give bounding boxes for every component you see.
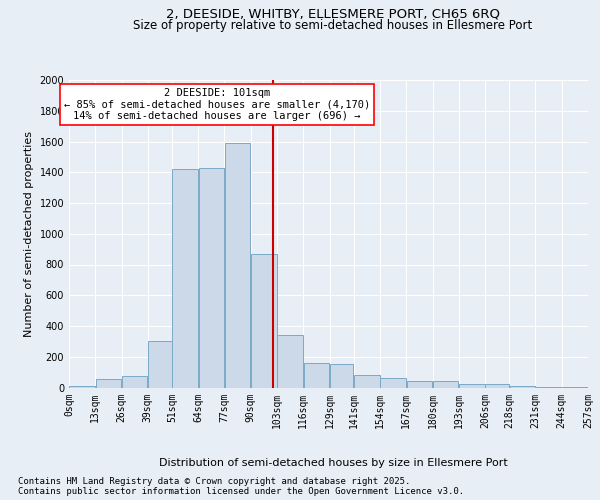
Text: Size of property relative to semi-detached houses in Ellesmere Port: Size of property relative to semi-detach… (133, 19, 533, 32)
Bar (485, 384, 509, 388)
Bar (509, 386, 535, 388)
Bar (199, 168, 224, 388)
Text: 2, DEESIDE, WHITBY, ELLESMERE PORT, CH65 6RQ: 2, DEESIDE, WHITBY, ELLESMERE PORT, CH65… (166, 8, 500, 20)
Bar (433, 382, 458, 388)
Bar (148, 340, 172, 388)
Bar (354, 375, 380, 388)
Y-axis label: Number of semi-detached properties: Number of semi-detached properties (24, 130, 34, 337)
Bar (95, 379, 121, 388)
Bar (225, 143, 250, 388)
Bar (459, 384, 485, 388)
Text: Contains public sector information licensed under the Open Government Licence v3: Contains public sector information licen… (18, 487, 464, 496)
Bar (380, 378, 406, 388)
Bar (70, 386, 95, 388)
Bar (122, 376, 148, 388)
Bar (277, 335, 303, 388)
Bar (304, 363, 329, 388)
Text: Distribution of semi-detached houses by size in Ellesmere Port: Distribution of semi-detached houses by … (158, 458, 508, 468)
Text: Contains HM Land Registry data © Crown copyright and database right 2025.: Contains HM Land Registry data © Crown c… (18, 477, 410, 486)
Text: 2 DEESIDE: 101sqm
← 85% of semi-detached houses are smaller (4,170)
14% of semi-: 2 DEESIDE: 101sqm ← 85% of semi-detached… (64, 88, 370, 121)
Bar (407, 380, 432, 388)
Bar (330, 364, 353, 388)
Bar (172, 169, 198, 388)
Bar (251, 254, 277, 388)
